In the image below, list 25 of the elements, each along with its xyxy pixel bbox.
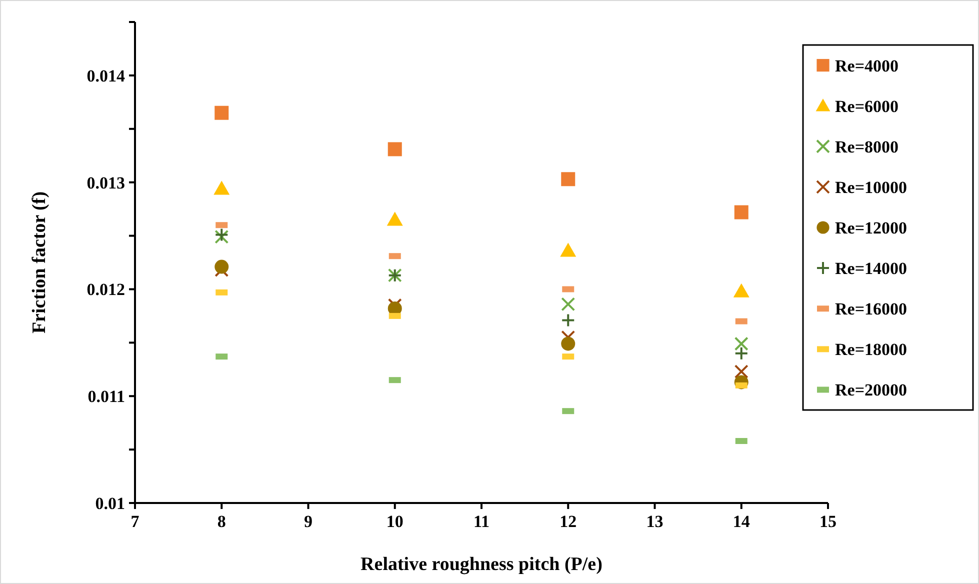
legend-label: Re=10000 — [835, 178, 908, 197]
legend-label: Re=20000 — [835, 380, 908, 400]
x-tick-label: 13 — [646, 512, 664, 531]
legend-label: Re=16000 — [835, 300, 908, 319]
y-tick-label: 0.012 — [86, 280, 125, 300]
legend-label: Re=12000 — [835, 218, 908, 238]
legend-label: Re=8000 — [835, 137, 899, 156]
x-tick-label: 11 — [473, 512, 490, 531]
y-axis-title: Friction factor (f) — [29, 191, 50, 334]
x-tick-label: 9 — [304, 512, 312, 531]
x-tick-label: 15 — [820, 512, 836, 531]
legend-label: Re=4000 — [835, 56, 899, 76]
y-tick-label: 0.013 — [86, 173, 125, 192]
legend-label: Re=6000 — [835, 96, 899, 116]
legend-label: Re=18000 — [835, 340, 908, 360]
x-tick-label: 8 — [217, 512, 226, 531]
x-tick-label: 7 — [130, 512, 140, 531]
x-tick-label: 10 — [386, 512, 404, 531]
y-tick-label: 0.011 — [88, 387, 125, 406]
y-tick-label: 0.01 — [95, 494, 125, 513]
legend-label: Re=14000 — [835, 259, 908, 278]
x-tick-label: 12 — [560, 512, 577, 531]
x-tick-label: 14 — [732, 512, 750, 531]
y-tick-label: 0.014 — [86, 66, 126, 86]
x-axis-title: Relative roughness pitch (P/e) — [360, 554, 602, 575]
